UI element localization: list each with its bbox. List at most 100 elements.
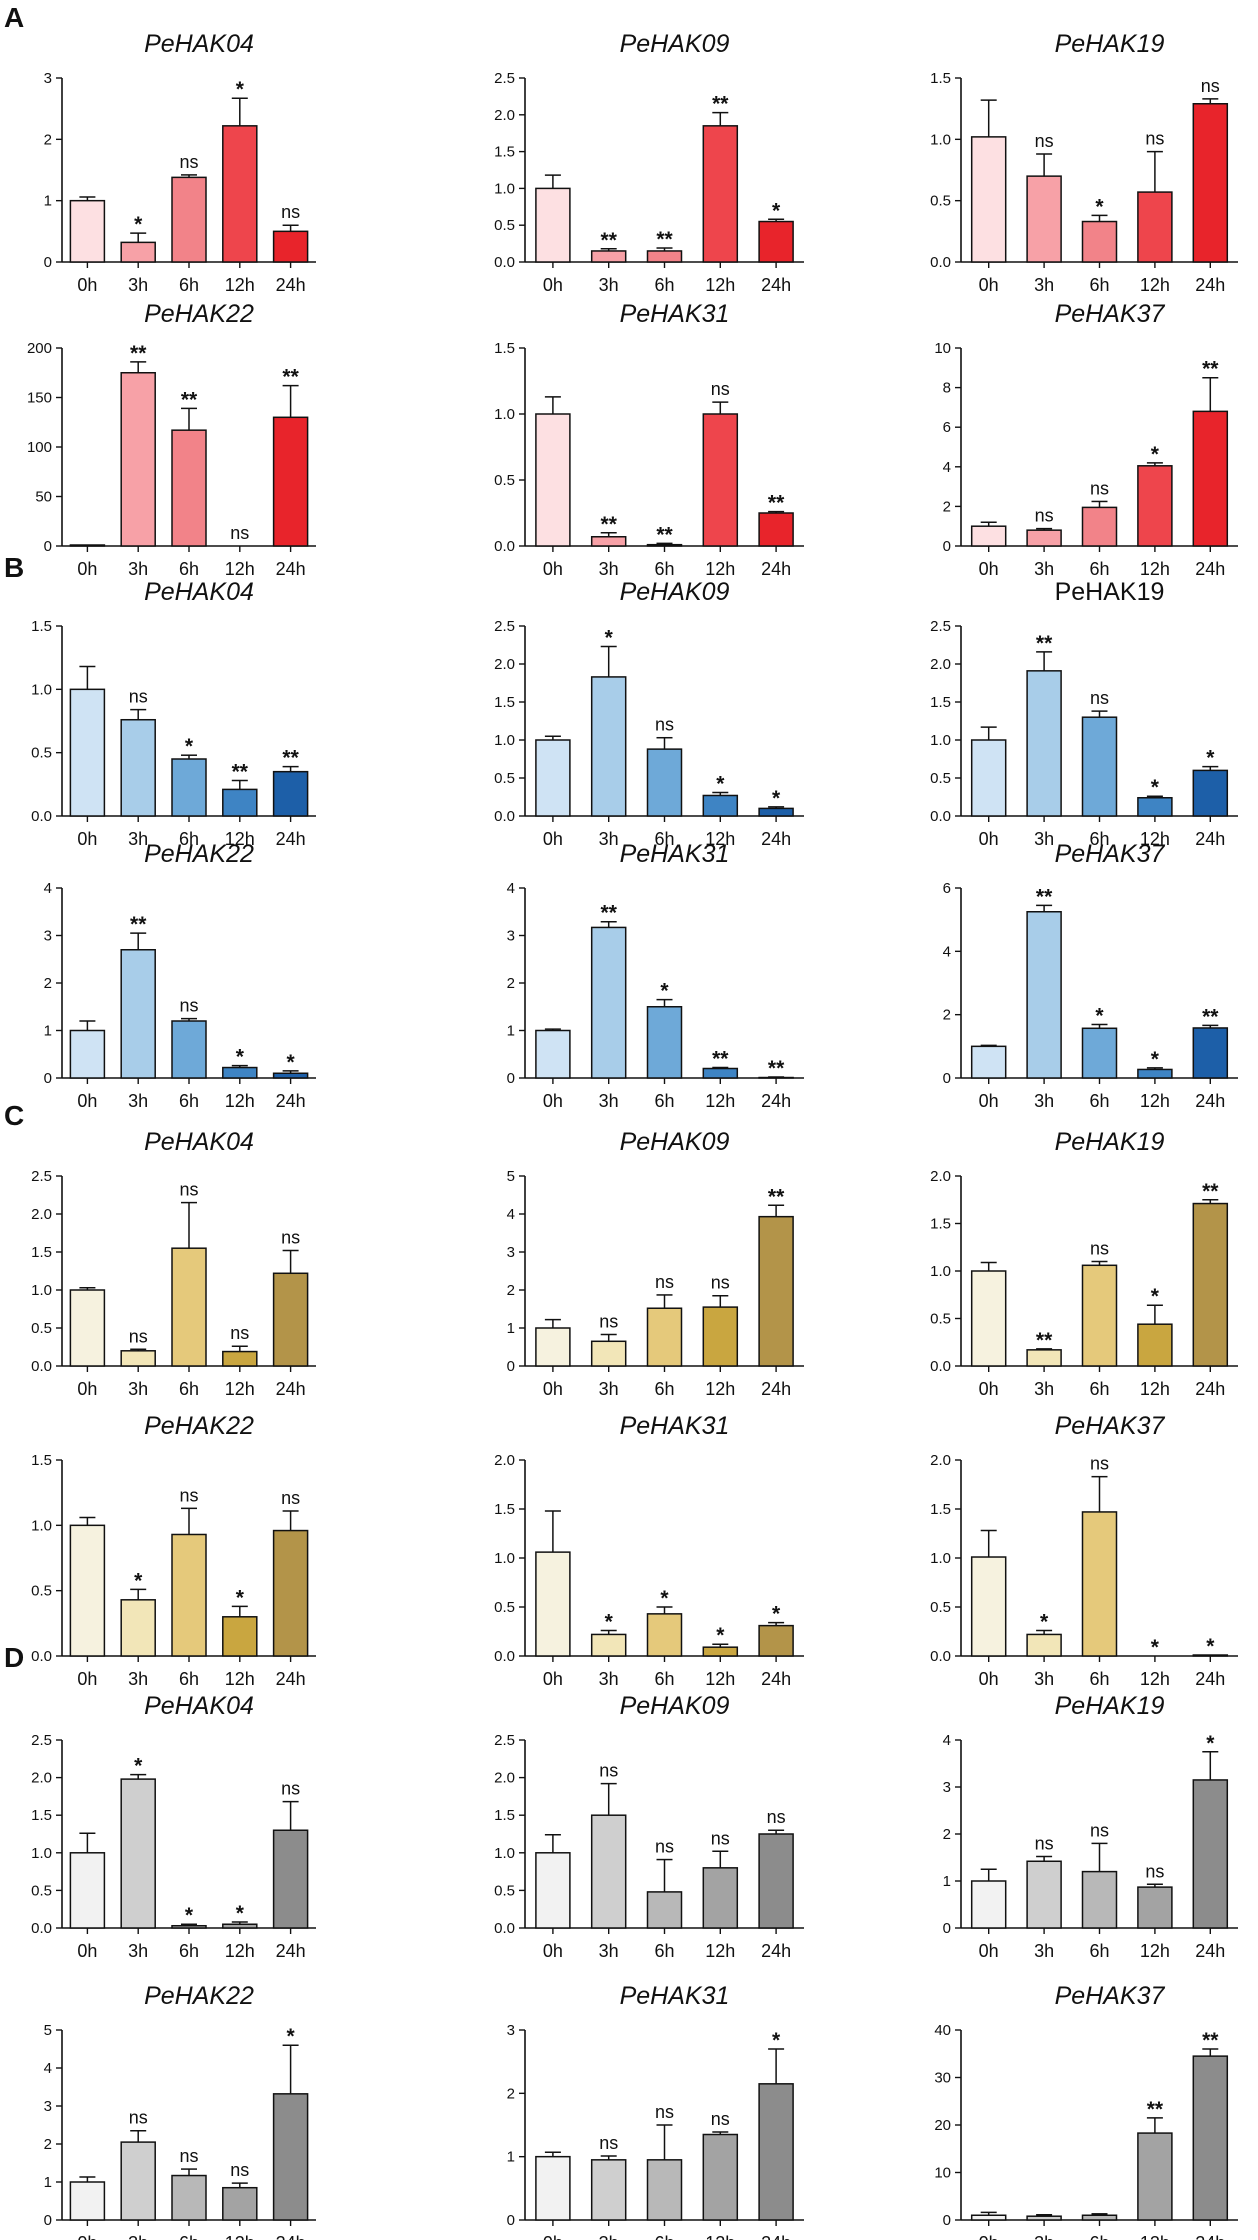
chart-b-pehak31-xtick-label-0h: 0h	[543, 1091, 563, 1111]
chart-a-pehak04-xtick-label-6h: 6h	[179, 275, 199, 295]
chart-b-pehak22-xtick-label-6h: 6h	[179, 1091, 199, 1111]
chart-a-pehak04-significance-24h: ns	[281, 202, 300, 222]
chart-c-pehak19: PeHAK19 0.0 0.5 1.0 1.5 2.0 0h ** 3h ns 6h * 12h ** 24…	[930, 1128, 1238, 1399]
chart-d-pehak37-ytick-label: 20	[934, 2117, 951, 2134]
chart-c-pehak09-significance-12h: ns	[711, 1273, 730, 1293]
chart-a-pehak19-xtick-label-24h: 24h	[1195, 275, 1225, 295]
chart-d-pehak37-significance-12h: **	[1147, 2098, 1164, 2121]
chart-a-pehak04-xtick-label-24h: 24h	[276, 275, 306, 295]
chart-d-pehak22-xtick-label-6h: 6h	[179, 2233, 199, 2240]
chart-c-pehak37-xtick-label-3h: 3h	[1034, 1669, 1054, 1689]
chart-a-pehak22-xtick-label-0h: 0h	[77, 559, 97, 579]
chart-b-pehak22-bar-3h	[120, 949, 156, 1079]
chart-b-pehak22-bar-0h	[69, 1029, 106, 1079]
chart-b-pehak04-bar-3h	[120, 718, 156, 817]
chart-b-pehak37-xtick-label-24h: 24h	[1195, 1091, 1225, 1111]
chart-b-pehak19-bar-0h	[970, 739, 1007, 817]
chart-d-pehak09-significance-24h: ns	[767, 1807, 786, 1827]
chart-d-pehak09-bar-3h	[590, 1814, 627, 1929]
chart-b-pehak04-ytick-label: 1.0	[31, 681, 52, 698]
chart-b-pehak31-ytick-label: 4	[507, 880, 515, 897]
chart-d-pehak22: PeHAK22 0 1 2 3 4 5 0h ns 3h ns 6h ns 12h * 24h	[44, 1982, 316, 2240]
chart-b-pehak22-significance-12h: *	[236, 1046, 245, 1069]
chart-c-pehak19-xtick-label-3h: 3h	[1034, 1379, 1054, 1399]
chart-c-pehak09-ytick-label: 2	[507, 1282, 515, 1299]
chart-a-pehak19-ytick-label: 1.5	[930, 70, 951, 87]
chart-d-pehak09-bar-0h	[535, 1852, 571, 1929]
chart-b-pehak19-xtick-label-6h: 6h	[1089, 829, 1109, 849]
chart-c-pehak19-title: PeHAK19	[1055, 1128, 1165, 1156]
chart-c-pehak04-bar-3h	[120, 1350, 156, 1367]
chart-c-pehak19-ytick-label: 1.0	[930, 1263, 951, 1280]
chart-b-pehak09-ytick-label: 0.0	[494, 808, 515, 825]
chart-c-pehak09-ytick-label: 4	[507, 1206, 515, 1223]
chart-b-pehak19-significance-24h: *	[1206, 747, 1215, 770]
panel-label-d: D	[4, 1642, 25, 1673]
chart-b-pehak37-significance-24h: **	[1202, 1005, 1219, 1028]
chart-a-pehak04-ytick-label: 1	[44, 193, 52, 210]
chart-d-pehak19-significance-24h: *	[1206, 1732, 1215, 1755]
chart-c-pehak19-ytick-label: 0.5	[930, 1311, 951, 1328]
chart-c-pehak09-xtick-label-12h: 12h	[705, 1379, 735, 1399]
chart-b-pehak19-title: PeHAK19	[1055, 578, 1165, 606]
chart-c-pehak19-significance-12h: *	[1151, 1285, 1160, 1308]
chart-a-pehak19-significance-3h: ns	[1035, 131, 1054, 151]
chart-a-pehak19-ytick-label: 1.0	[930, 131, 951, 148]
chart-c-pehak09-ytick-label: 1	[507, 1320, 515, 1337]
chart-d-pehak04-ytick-label: 1.5	[31, 1807, 52, 1824]
chart-b-pehak19-xtick-label-24h: 24h	[1195, 829, 1225, 849]
chart-c-pehak04-ytick-label: 0.5	[31, 1320, 52, 1337]
chart-a-pehak22-xtick-label-6h: 6h	[179, 559, 199, 579]
chart-b-pehak31: PeHAK31 0 1 2 3 4 0h ** 3h * 6h ** 12h ** 24h	[507, 840, 804, 1111]
chart-c-pehak31-title: PeHAK31	[620, 1412, 730, 1440]
chart-b-pehak22-ytick-label: 0	[44, 1070, 52, 1087]
chart-b-pehak09-xtick-label-0h: 0h	[543, 829, 563, 849]
chart-c-pehak31-ytick-label: 0.5	[494, 1599, 515, 1616]
chart-c-pehak31-ytick-label: 0.0	[494, 1648, 515, 1665]
chart-d-pehak09-ytick-label: 1.0	[494, 1845, 515, 1862]
chart-c-pehak09-xtick-label-24h: 24h	[761, 1379, 791, 1399]
chart-a-pehak37-xtick-label-0h: 0h	[979, 559, 999, 579]
chart-a-pehak37-ytick-label: 6	[943, 419, 951, 436]
chart-a-pehak22-bar-3h	[120, 372, 156, 547]
chart-d-pehak31: PeHAK31 0 1 2 3 0h ns 3h ns 6h ns 12h * 24h	[507, 1982, 804, 2240]
chart-b-pehak31-significance-3h: **	[601, 902, 618, 925]
chart-d-pehak37-bar-6h	[1081, 2214, 1118, 2221]
chart-d-pehak31-bar-24h	[758, 2083, 794, 2221]
chart-a-pehak31-significance-12h: ns	[711, 379, 730, 399]
chart-b-pehak04-significance-24h: **	[282, 747, 299, 770]
chart-b-pehak04-xtick-label-6h: 6h	[179, 829, 199, 849]
chart-d-pehak19-ytick-label: 2	[943, 1826, 951, 1843]
chart-c-pehak19-bar-3h	[1026, 1349, 1062, 1367]
chart-c-pehak09-significance-6h: ns	[655, 1272, 674, 1292]
chart-b-pehak31-significance-24h: **	[768, 1057, 785, 1080]
chart-d-pehak09-title: PeHAK09	[620, 1692, 730, 1720]
chart-d-pehak04-significance-3h: *	[134, 1755, 143, 1778]
chart-c-pehak37-xtick-label-6h: 6h	[1089, 1669, 1109, 1689]
chart-a-pehak09-ytick-label: 2.0	[494, 107, 515, 124]
chart-c-pehak31-xtick-label-0h: 0h	[543, 1669, 563, 1689]
chart-c-pehak04-significance-3h: ns	[129, 1326, 148, 1346]
chart-d-pehak22-xtick-label-12h: 12h	[225, 2233, 255, 2240]
chart-a-pehak31-bar-3h	[590, 536, 627, 547]
chart-c-pehak04-ytick-label: 2.0	[31, 1206, 52, 1223]
chart-c-pehak37-bar-0h	[970, 1556, 1007, 1657]
chart-d-pehak19-ytick-label: 1	[943, 1873, 951, 1890]
chart-c-pehak31-significance-12h: *	[716, 1624, 725, 1647]
chart-a-pehak09-bar-3h	[590, 250, 627, 263]
chart-c-pehak04-bar-6h	[171, 1247, 207, 1367]
chart-d-pehak37-ytick-label: 30	[934, 2070, 951, 2087]
chart-d-pehak31-xtick-label-12h: 12h	[705, 2233, 735, 2240]
chart-b-pehak09-significance-3h: *	[605, 627, 614, 650]
panel-label-a: A	[4, 2, 25, 33]
chart-d-pehak22-bar-6h	[171, 2174, 207, 2221]
chart-c-pehak31-xtick-label-3h: 3h	[599, 1669, 619, 1689]
chart-c-pehak37-xtick-label-12h: 12h	[1140, 1669, 1170, 1689]
chart-d-pehak37-ytick-label: 40	[934, 2022, 951, 2039]
chart-c-pehak22-bar-24h	[272, 1529, 309, 1657]
chart-b-pehak19-significance-3h: **	[1036, 632, 1053, 655]
chart-a-pehak19-bar-6h	[1081, 220, 1118, 263]
chart-b-pehak04-xtick-label-3h: 3h	[128, 829, 148, 849]
chart-a-pehak37-significance-6h: ns	[1090, 478, 1109, 498]
chart-c-pehak22-significance-12h: *	[236, 1586, 245, 1609]
